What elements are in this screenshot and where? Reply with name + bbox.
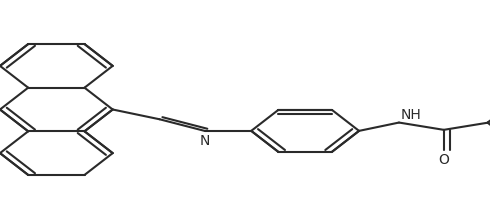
- Text: NH: NH: [400, 108, 421, 122]
- Text: O: O: [439, 153, 449, 167]
- Text: N: N: [199, 134, 210, 148]
